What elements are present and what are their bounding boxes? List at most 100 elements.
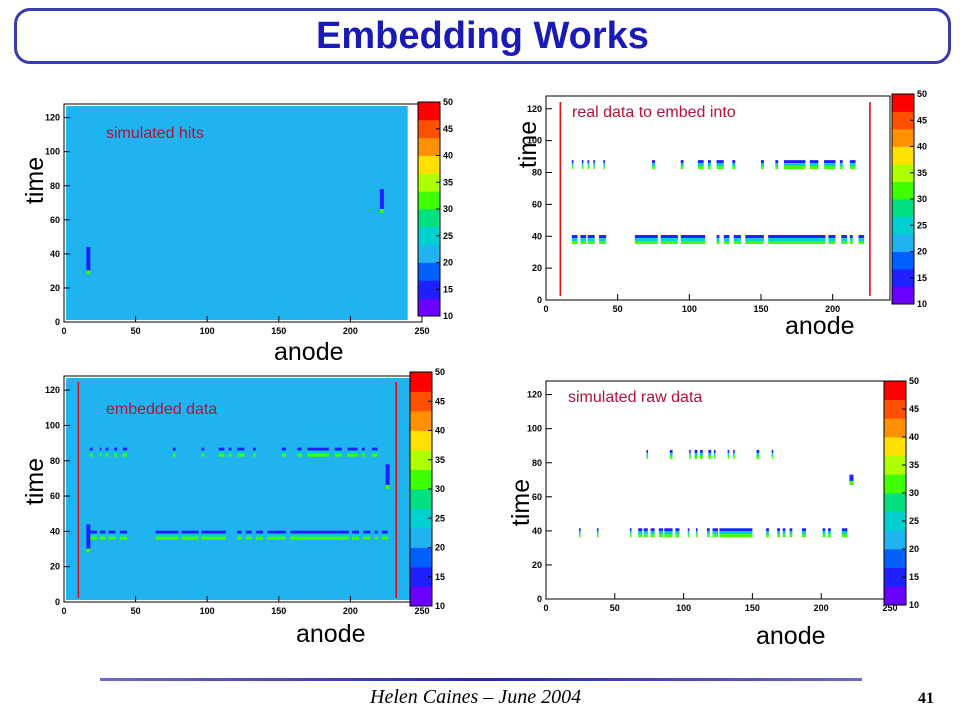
hit-bottom [732,166,736,170]
hit-bottom [719,534,753,538]
hit-middle [680,238,706,242]
ylabel-embedded-data: time [21,457,50,506]
hit-middle [841,238,847,242]
hit-bottom [697,166,704,170]
colorbar-band [410,489,432,509]
hit-bottom [290,536,349,540]
hit-middle [658,531,663,535]
colorbar-band [410,567,432,587]
hit-bottom [768,241,826,245]
hit-top [218,447,225,451]
hit-middle [593,163,595,167]
hit-bottom [281,453,286,457]
hit-middle [822,531,826,535]
hit-top [122,447,128,451]
hit-top [347,447,358,451]
hit-bottom [694,455,698,459]
hit-middle [237,450,245,454]
y-tick-label: 80 [532,168,542,178]
hit-middle [105,450,109,454]
hit-top [822,528,826,532]
slide-title: Embedding Works [316,14,649,57]
hit-middle [713,452,716,456]
x-tick-label: 100 [682,304,697,314]
y-tick-label: 100 [45,147,60,157]
hit-bottom [228,453,232,457]
y-tick-label: 120 [45,385,60,395]
x-tick-label: 50 [610,603,620,613]
hit-bottom [119,536,128,540]
hit-top [680,160,684,164]
hit-top [689,449,691,453]
hit-bottom [716,166,724,170]
colorbar-tick-label: 15 [435,572,445,582]
hit-top [201,530,226,534]
hit-middle [675,531,680,535]
hit-middle [580,238,587,242]
hit-top [99,530,106,534]
hit-middle [839,163,843,167]
hit-bottom [253,453,256,457]
colorbar-tick-label: 50 [917,89,927,99]
colorbar-tick-label: 45 [443,124,453,134]
x-tick-label: 200 [343,326,358,336]
hit-middle [99,533,106,537]
x-tick-label: 200 [825,304,840,314]
hit-top [172,447,176,451]
colorbar-band [410,586,432,607]
plot-simulated-hits: 0 50 100 150 200 250 0 20 40 60 80 100 120 10 15 20 25 30… [20,92,465,342]
hit-bottom [675,534,680,538]
hit-top [201,447,205,451]
x-tick-label: 150 [271,326,286,336]
colorbar-tick-label: 45 [909,404,919,414]
hit-top [105,447,109,451]
hit-top [228,447,232,451]
colorbar-tick-label: 30 [917,194,927,204]
hit-middle [694,452,698,456]
hit-bottom [824,166,836,170]
hit-top [694,449,698,453]
hit-middle [768,238,826,242]
hit-top [593,160,595,164]
hit-bottom [347,453,358,457]
hit-bottom [839,166,843,170]
hit-top [596,528,599,532]
hit-middle [201,533,226,537]
hit-middle [669,452,673,456]
page-number: 41 [918,690,934,707]
plot-embedded-data: 0 50 100 150 200 250 0 20 40 60 80 100 120 10 15 20 25 30… [20,364,465,624]
hit-middle [695,531,698,535]
colorbar-band [892,146,914,165]
hit-bottom [571,241,578,245]
hit-bottom [841,241,847,245]
hit-top [841,528,848,532]
hit-top [361,447,365,451]
hit-top [381,530,388,534]
xlabel-embedded-data: anode [296,620,366,648]
colorbar-tick-label: 35 [435,455,445,465]
hit-middle [777,531,780,535]
hit-top [297,447,302,451]
colorbar-tick-label: 40 [435,426,445,436]
y-tick-label: 0 [537,295,542,305]
hit-middle [297,450,302,454]
colorbar-tick-label: 25 [909,516,919,526]
colorbar-tick-label: 15 [909,572,919,582]
hit-top [290,530,349,534]
hit-top [587,235,595,239]
colorbar-band [884,455,906,475]
colorbar-band [418,226,440,246]
colorbar-band [892,111,914,130]
hit-middle [708,452,712,456]
hit-bottom [712,534,718,538]
hit-top [255,530,264,534]
hit-middle [652,163,655,167]
hit-top [363,530,371,534]
colorbar-band [410,450,432,470]
x-tick-label: 50 [131,606,141,616]
y-tick-label: 40 [50,249,60,259]
hit-middle [371,450,378,454]
hit-middle [218,450,225,454]
hit-bottom [700,455,703,459]
hit-middle [122,450,128,454]
